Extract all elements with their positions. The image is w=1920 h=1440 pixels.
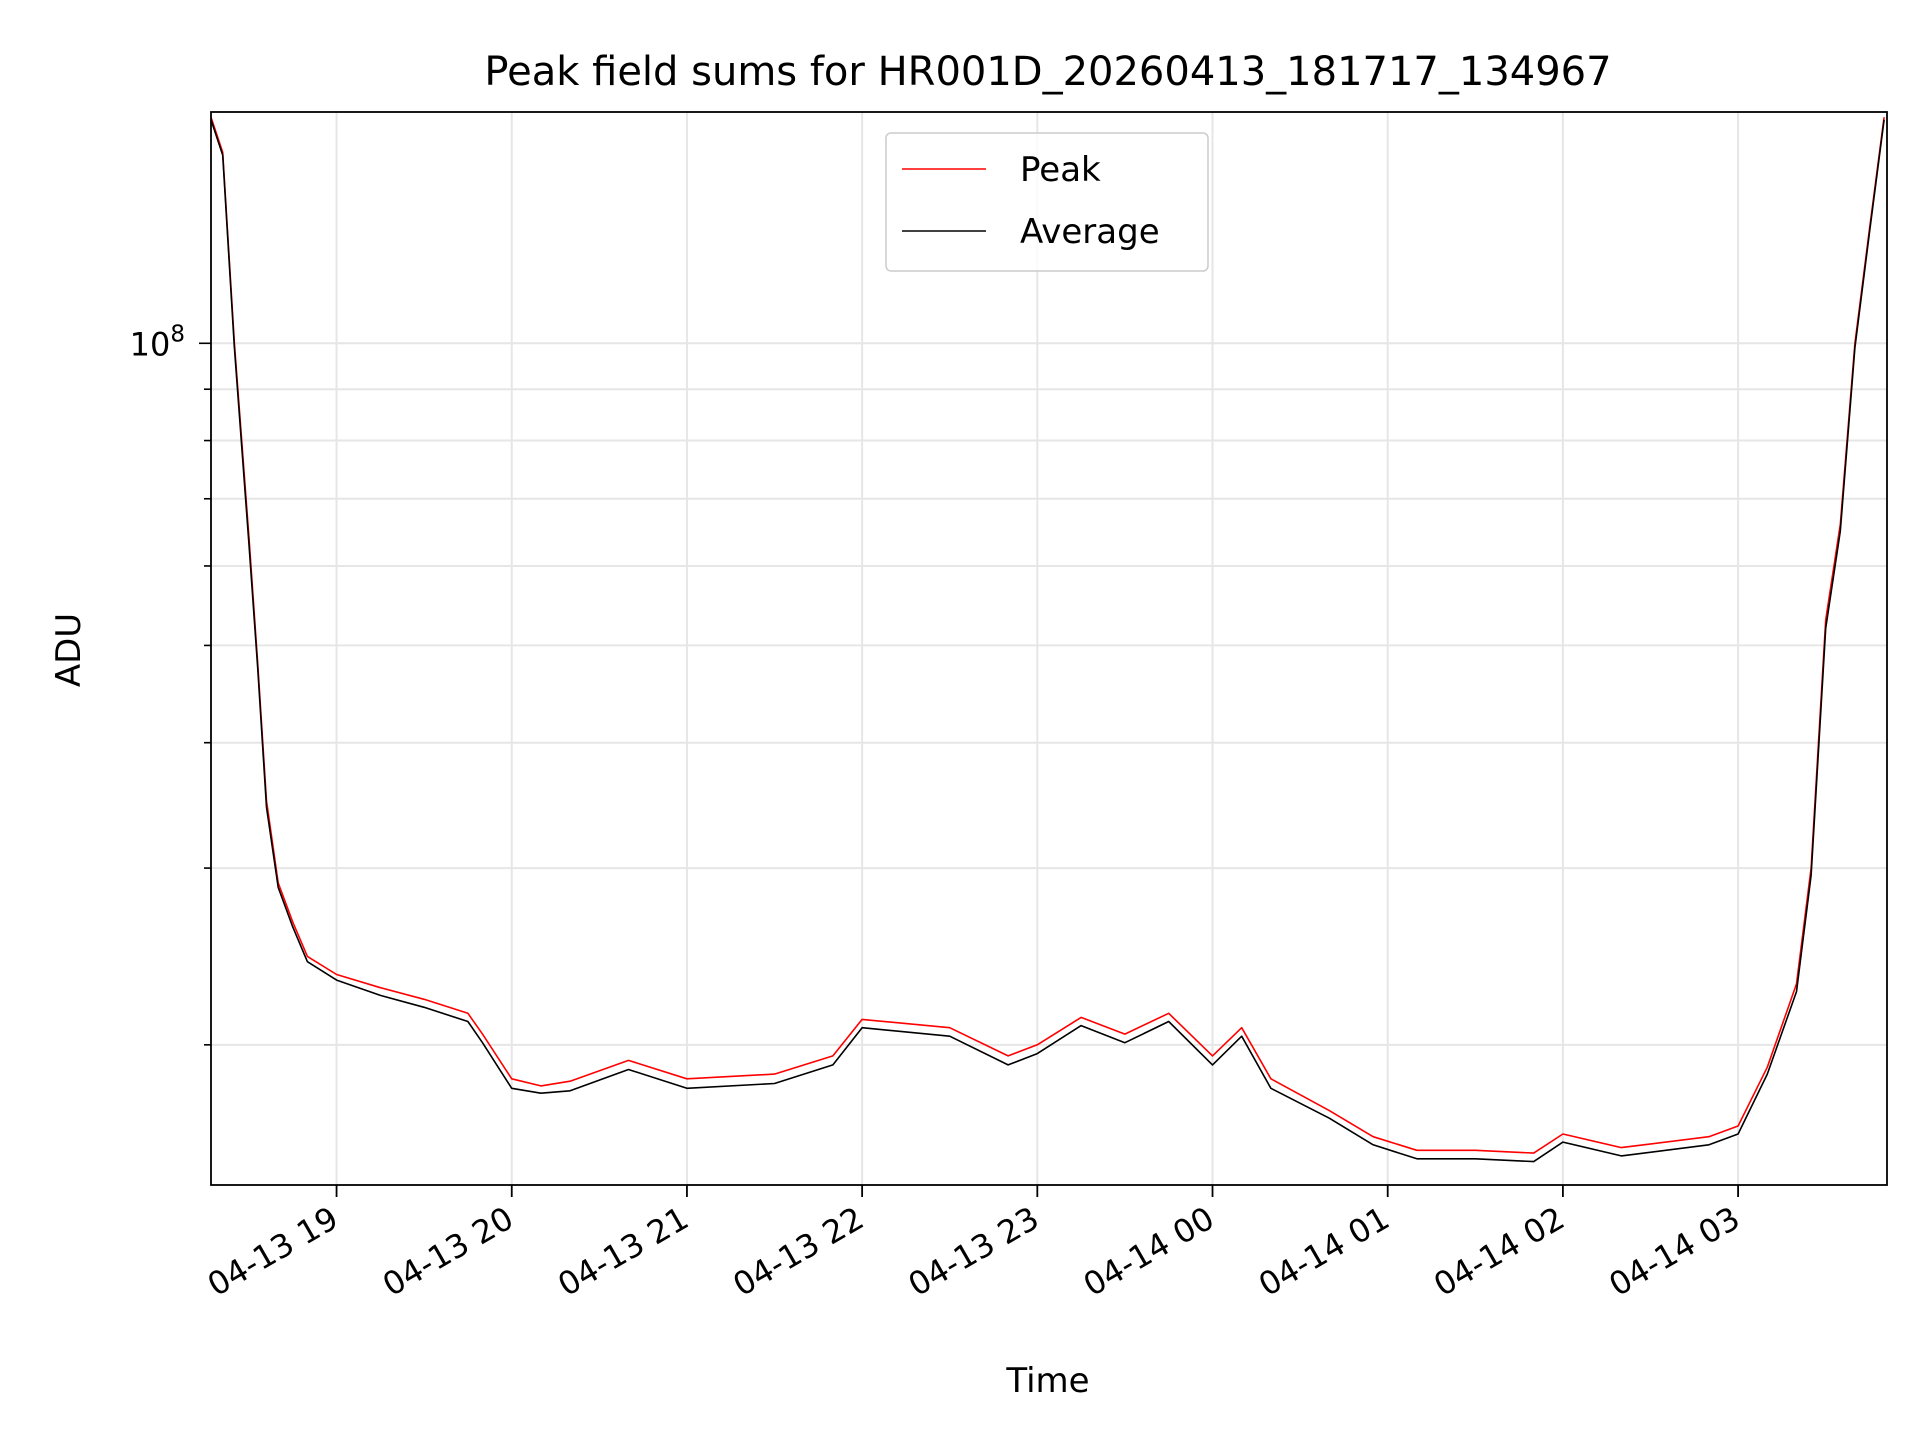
y-tick-label: 108 [130, 321, 185, 363]
series-lines [210, 116, 1885, 1163]
legend-average-label: Average [1020, 212, 1160, 252]
legend: Peak Average [885, 132, 1209, 272]
legend-box [885, 132, 1209, 272]
y-axis-label: ADU [49, 613, 89, 687]
series-line-peak [210, 116, 1885, 1154]
grid [211, 112, 1887, 1185]
chart-title: Peak field sums for HR001D_20260413_1817… [484, 49, 1611, 95]
plot-frame [210, 111, 1888, 1186]
series-line-average [210, 119, 1885, 1163]
x-axis-label: Time [1005, 1361, 1089, 1401]
legend-peak-label: Peak [1020, 150, 1101, 190]
